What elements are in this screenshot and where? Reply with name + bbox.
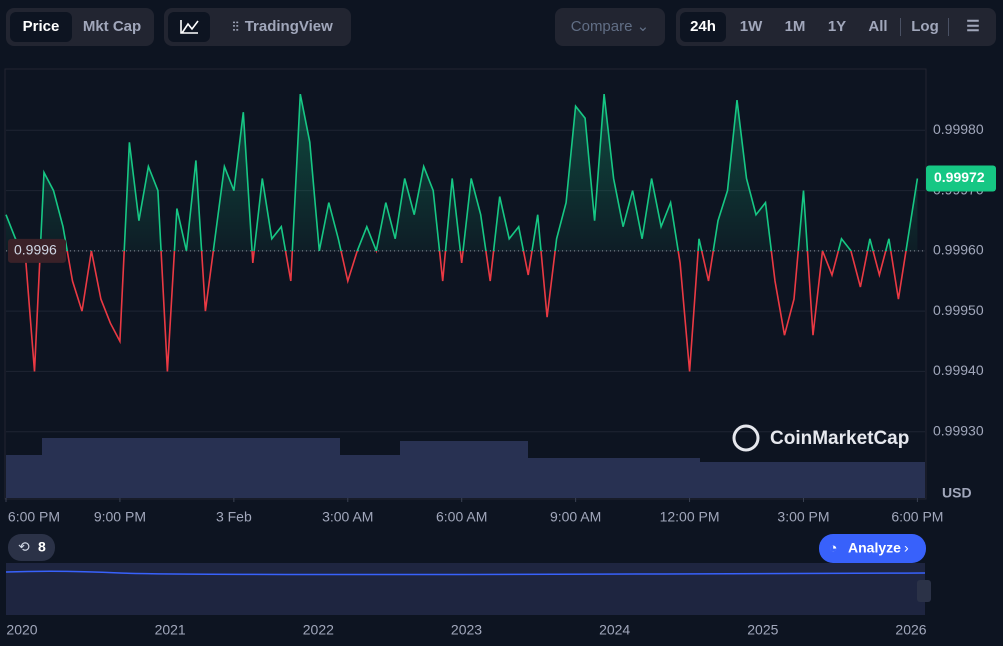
logo: [732, 424, 760, 452]
compare: Compare ⌄: [555, 8, 665, 46]
x-tick-label: 6:00 AM: [436, 509, 487, 525]
x-tick-label: 3:00 AM: [322, 509, 373, 525]
analyze-label: Analyze: [848, 540, 901, 556]
range[interactable]: 1Y: [827, 18, 847, 35]
navigator-tick-label: 2021: [155, 622, 186, 638]
settings[interactable]: ☰: [966, 18, 980, 35]
range[interactable]: 1W: [739, 18, 763, 35]
tradingview[interactable]: ⫶⫶ TradingView: [232, 18, 333, 35]
navigator-tick-label: 2023: [451, 622, 482, 638]
divider: [948, 18, 949, 36]
x-tick-label: 6:00 PM: [8, 509, 60, 525]
x-tick-label: 9:00 PM: [94, 509, 146, 525]
range-tabs: 24h 1W 1M 1Y All Log ☰: [676, 8, 996, 46]
y-tick-label: 0.99930: [933, 422, 984, 438]
line-toggle[interactable]: [168, 12, 210, 42]
last-price: 0.99972: [934, 169, 985, 185]
y-tick-label: 0.99960: [933, 242, 984, 258]
plot-frame: [4, 68, 927, 500]
x-tick-label: 12:00 PM: [660, 509, 720, 525]
analyze-button[interactable]: [819, 534, 926, 563]
navigator-tick-label: 2025: [747, 622, 778, 638]
line-icon: [180, 20, 199, 34]
x-tick-label: 3:00 PM: [777, 509, 829, 525]
log-toggle[interactable]: Log: [911, 18, 939, 35]
analyze-icon: ◔: [829, 540, 837, 556]
x-tick-label: 6:00 PM: [891, 509, 943, 525]
tab[interactable]: Price: [10, 12, 72, 42]
navigator: [6, 563, 925, 615]
tab[interactable]: Mkt Cap: [82, 18, 142, 35]
last-price-tag: [926, 165, 996, 192]
watermark: CoinMarketCap: [732, 424, 909, 452]
history-icon: ⟲: [18, 539, 30, 555]
range[interactable]: 1M: [784, 18, 806, 35]
view-tabs: Price Mkt Cap: [6, 8, 154, 46]
price-area: [6, 94, 918, 251]
watermark-text: CoinMarketCap: [770, 428, 909, 449]
divider: [900, 18, 901, 36]
baseline-label: 0.9996: [14, 242, 57, 258]
y-unit: USD: [942, 485, 972, 501]
volume-band: [6, 438, 925, 498]
baseline-tag: [8, 238, 66, 263]
navigator-line: [5, 570, 926, 576]
tradingview-label: TradingView: [244, 18, 333, 35]
range[interactable]: All: [868, 18, 888, 35]
y-tick-label: 0.99970: [933, 181, 984, 197]
compare-label: Compare: [570, 18, 633, 35]
history-badge[interactable]: [8, 534, 55, 561]
y-tick-label: 0.99940: [933, 362, 984, 378]
navigator-handle[interactable]: [917, 580, 931, 602]
price-line: [5, 93, 919, 372]
range[interactable]: 24h: [680, 12, 726, 42]
navigator-tick-label: 2024: [599, 622, 630, 638]
analyze-chevron: ›: [904, 540, 909, 556]
chart-tools: ⫶⫶ TradingView: [164, 8, 351, 46]
navigator-tick-label: 2020: [6, 622, 37, 638]
compare-button[interactable]: Compare ⌄: [570, 18, 650, 35]
y-tick-label: 0.99950: [933, 302, 984, 318]
history-count: 8: [38, 539, 46, 555]
navigator-tick-label: 2022: [303, 622, 334, 638]
navigator-tick-label: 2026: [895, 622, 926, 638]
x-tick-label: 3 Feb: [216, 509, 252, 525]
y-tick-label: 0.99980: [933, 121, 984, 137]
x-tick-label: 9:00 AM: [550, 509, 601, 525]
